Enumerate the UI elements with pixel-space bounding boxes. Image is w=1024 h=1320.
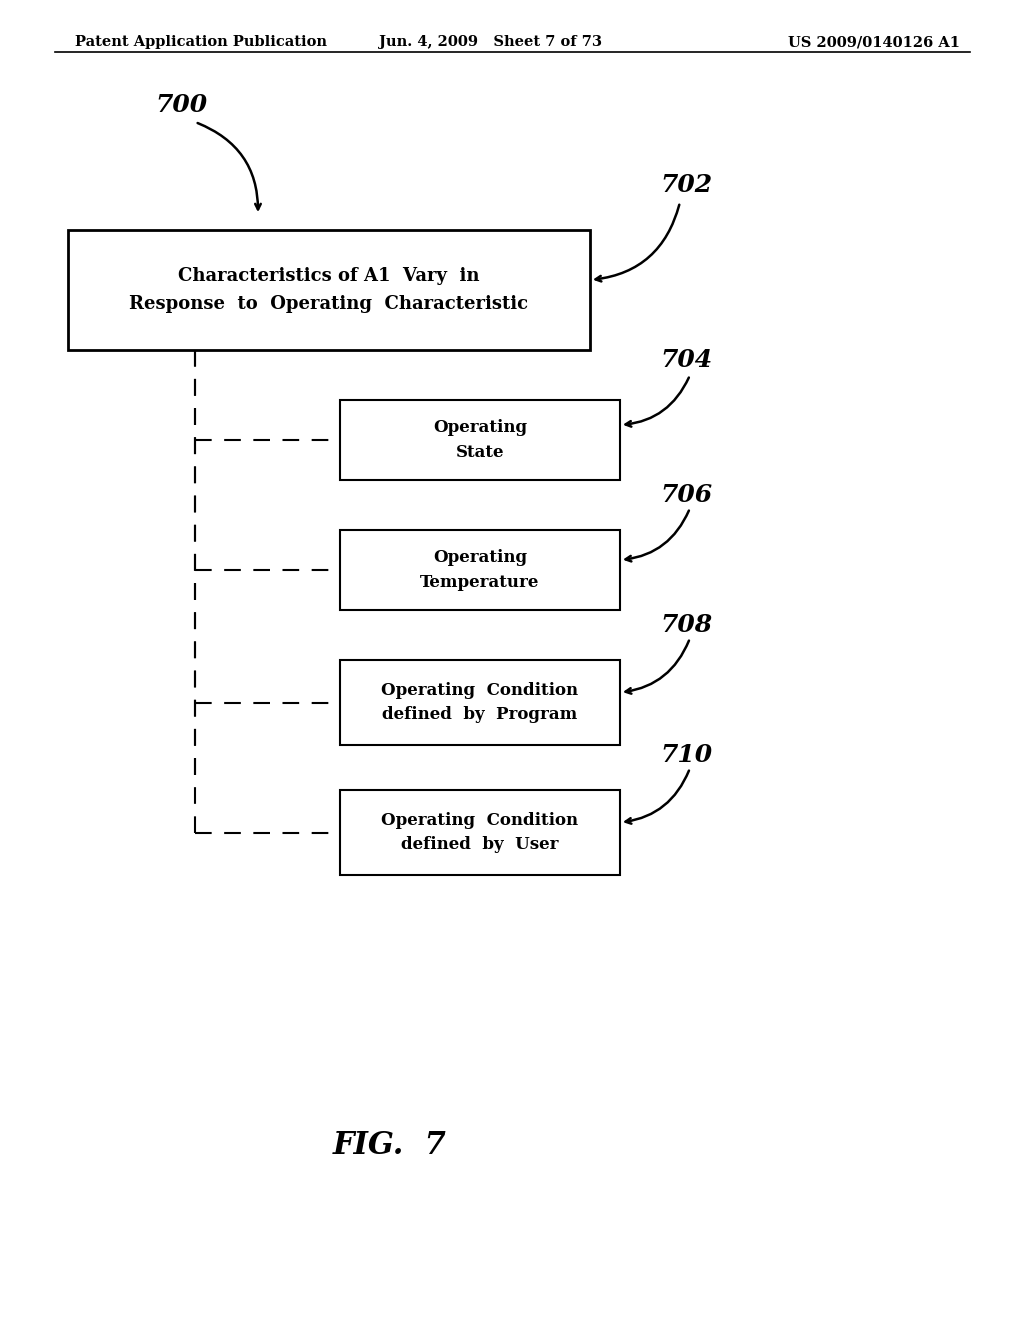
Text: 702: 702 — [660, 173, 712, 197]
Text: 700: 700 — [155, 92, 207, 117]
Bar — [340, 789, 620, 875]
Text: Operating  Condition
defined  by  Program: Operating Condition defined by Program — [381, 681, 579, 723]
Text: 710: 710 — [660, 743, 712, 767]
Bar — [68, 230, 590, 350]
Text: 706: 706 — [660, 483, 712, 507]
Text: FIG.  7: FIG. 7 — [333, 1130, 446, 1160]
Bar — [340, 531, 620, 610]
Bar — [340, 400, 620, 480]
Text: Patent Application Publication: Patent Application Publication — [75, 36, 327, 49]
Text: Operating
Temperature: Operating Temperature — [420, 549, 540, 591]
Text: 708: 708 — [660, 612, 712, 638]
Text: Operating  Condition
defined  by  User: Operating Condition defined by User — [381, 812, 579, 854]
Text: US 2009/0140126 A1: US 2009/0140126 A1 — [788, 36, 961, 49]
Text: Operating
State: Operating State — [433, 420, 527, 461]
Text: 704: 704 — [660, 348, 712, 372]
Text: Characteristics of A1  Vary  in
Response  to  Operating  Characteristic: Characteristics of A1 Vary in Response t… — [129, 267, 528, 313]
Text: Jun. 4, 2009   Sheet 7 of 73: Jun. 4, 2009 Sheet 7 of 73 — [379, 36, 601, 49]
Bar — [340, 660, 620, 744]
